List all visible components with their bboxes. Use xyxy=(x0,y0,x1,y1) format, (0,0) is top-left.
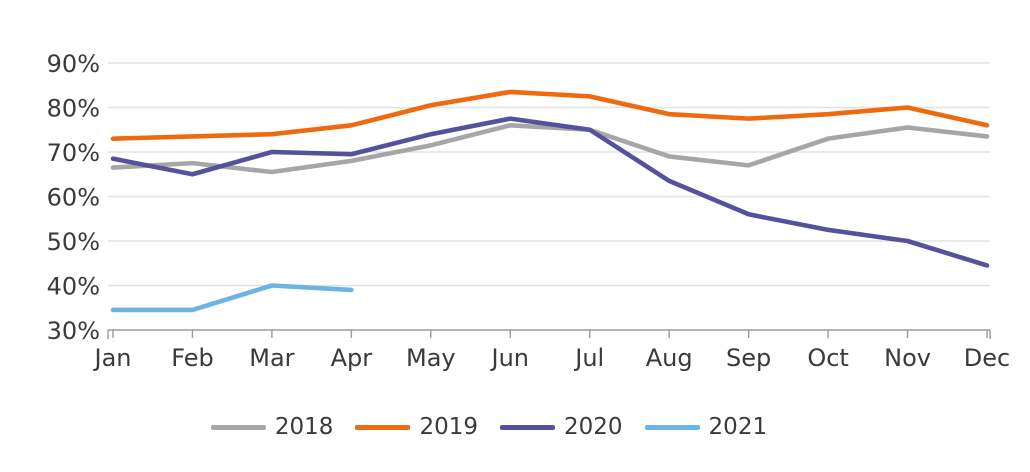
legend-swatch-2021 xyxy=(644,425,700,430)
y-axis-label-70: 70% xyxy=(47,139,100,167)
legend-label-2020: 2020 xyxy=(564,414,623,440)
x-axis-label-Dec: Dec xyxy=(964,344,1010,372)
legend-swatch-2019 xyxy=(355,425,411,430)
x-axis-label-Apr: Apr xyxy=(331,344,373,372)
series-line-2020 xyxy=(110,116,990,268)
x-axis-label-Jun: Jun xyxy=(490,344,530,372)
x-axis-label-Sep: Sep xyxy=(726,344,771,372)
legend-label-2018: 2018 xyxy=(274,414,334,440)
legend-item-2021: 2021 xyxy=(644,414,768,440)
legend-swatch-2020 xyxy=(500,425,555,430)
x-axis-label-Mar: Mar xyxy=(249,344,294,372)
x-axis-label-Feb: Feb xyxy=(171,344,214,372)
y-axis-label-60: 60% xyxy=(47,184,100,212)
x-axis-label-Nov: Nov xyxy=(884,344,931,372)
series-line-2021 xyxy=(110,283,354,313)
x-axis-label-Jul: Jul xyxy=(573,344,604,372)
line-chart: 30% 40% 50% 60% 70% 80% 90% Jan Feb Mar Apr May Jun J… xyxy=(47,50,1011,372)
legend-item-2018: 2018 xyxy=(210,414,334,440)
legend-label-2019: 2019 xyxy=(419,414,478,440)
legend-label-2021: 2021 xyxy=(708,414,768,440)
legend-item-2020: 2020 xyxy=(500,416,623,439)
y-axis-label-90: 90% xyxy=(47,50,100,78)
x-axis-label-May: May xyxy=(406,344,456,372)
chart-legend: 2018 2019 2020 2021 xyxy=(0,416,1030,439)
y-axis-label-50: 50% xyxy=(47,228,100,256)
legend-item-2019: 2019 xyxy=(355,416,478,439)
x-axis-label-Aug: Aug xyxy=(646,344,693,372)
y-axis-label-30: 30% xyxy=(47,317,100,345)
legend-swatch-2018 xyxy=(210,425,266,430)
x-axis-label-Jan: Jan xyxy=(93,344,132,372)
y-axis-label-40: 40% xyxy=(47,273,100,301)
x-axis-label-Oct: Oct xyxy=(807,344,849,372)
series-line-2019 xyxy=(110,89,990,141)
series-line-2018 xyxy=(110,123,990,175)
y-axis-label-80: 80% xyxy=(47,95,100,123)
